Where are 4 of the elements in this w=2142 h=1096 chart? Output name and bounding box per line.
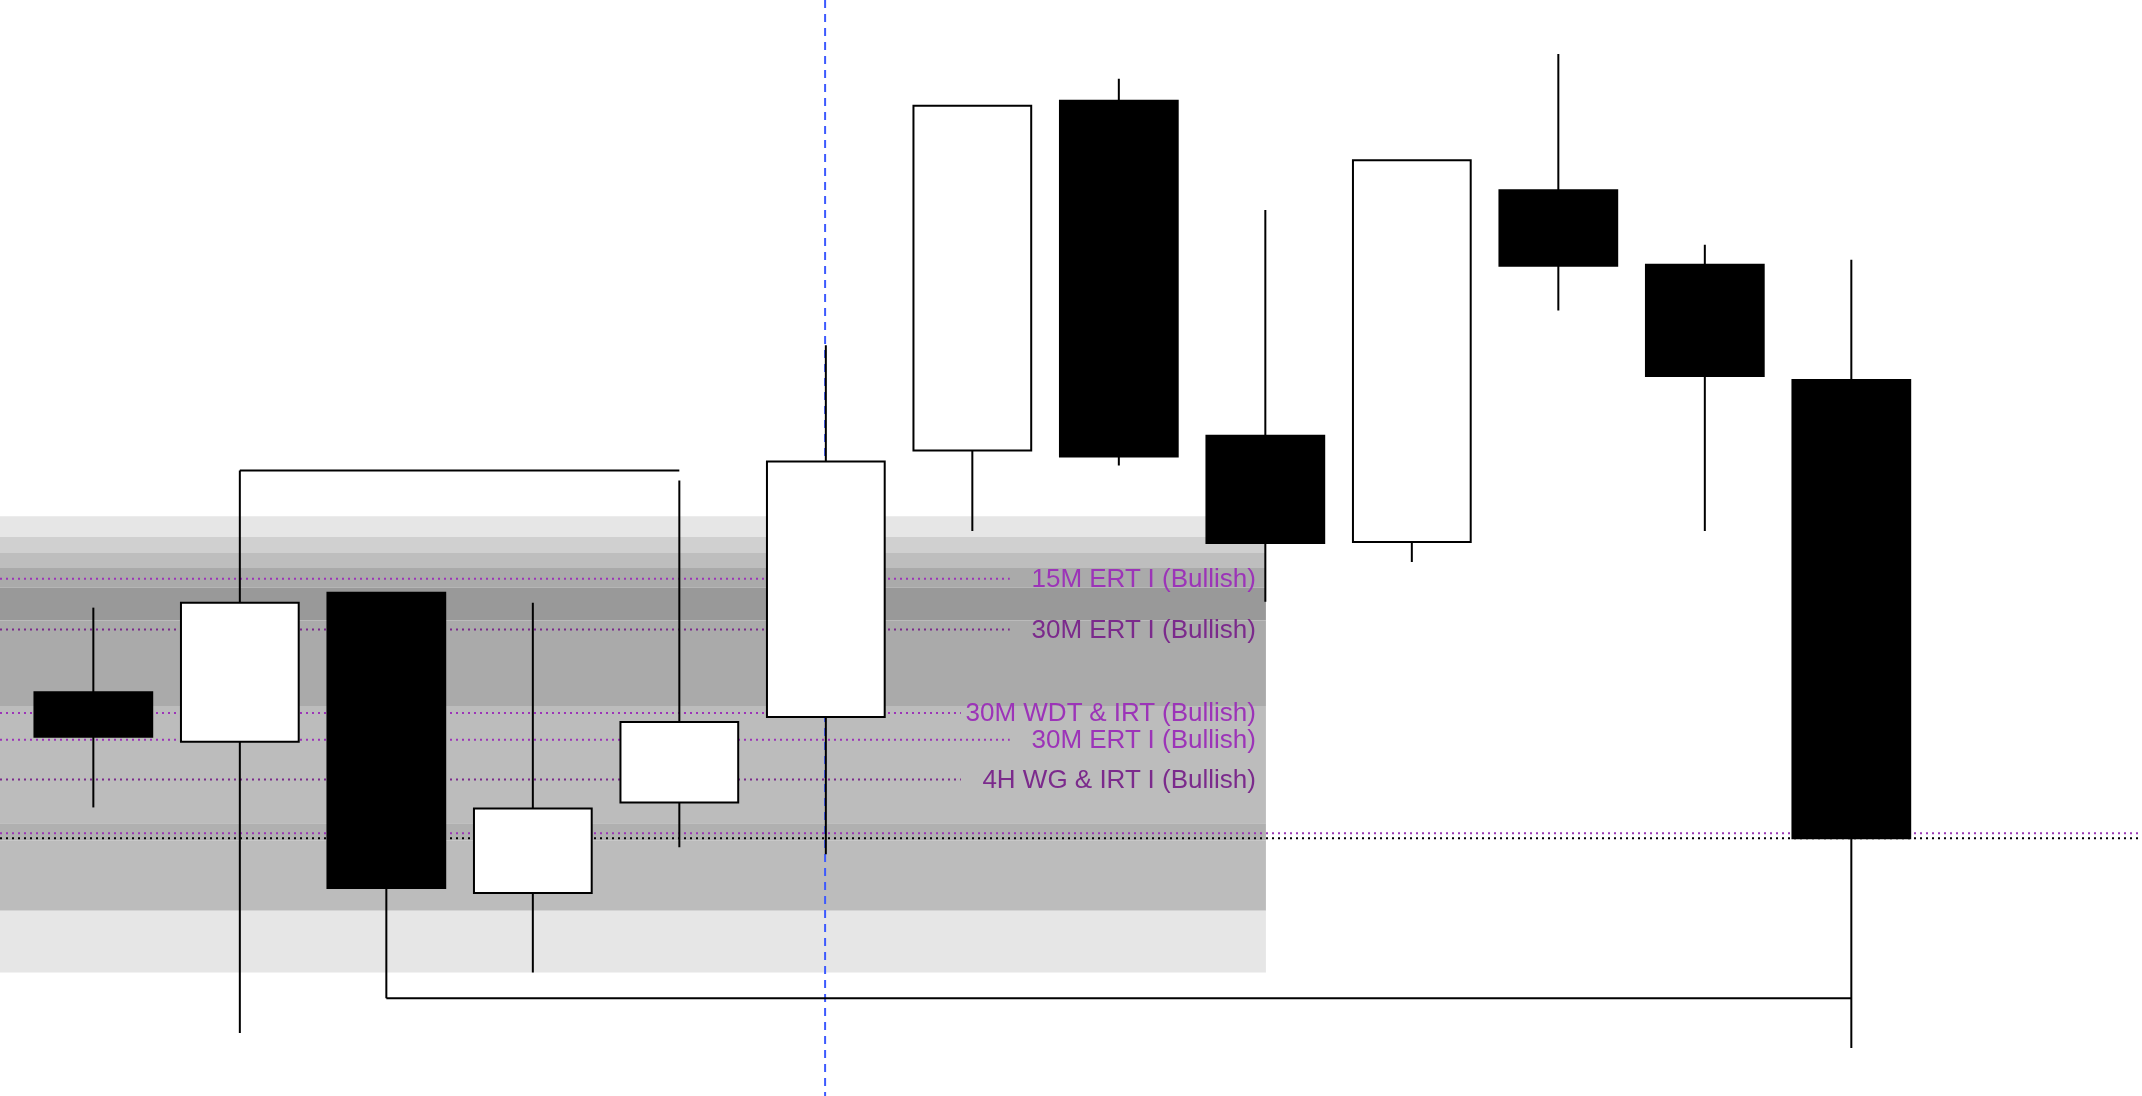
ref-line-label: 30M WDT & IRT (Bullish) [965,697,1256,728]
ref-line-label: 30M ERT I (Bullish) [1031,613,1256,644]
ref-line-label: 15M ERT I (Bullish) [1031,562,1256,593]
ref-line-label: 4H WG & IRT I (Bullish) [982,763,1256,794]
